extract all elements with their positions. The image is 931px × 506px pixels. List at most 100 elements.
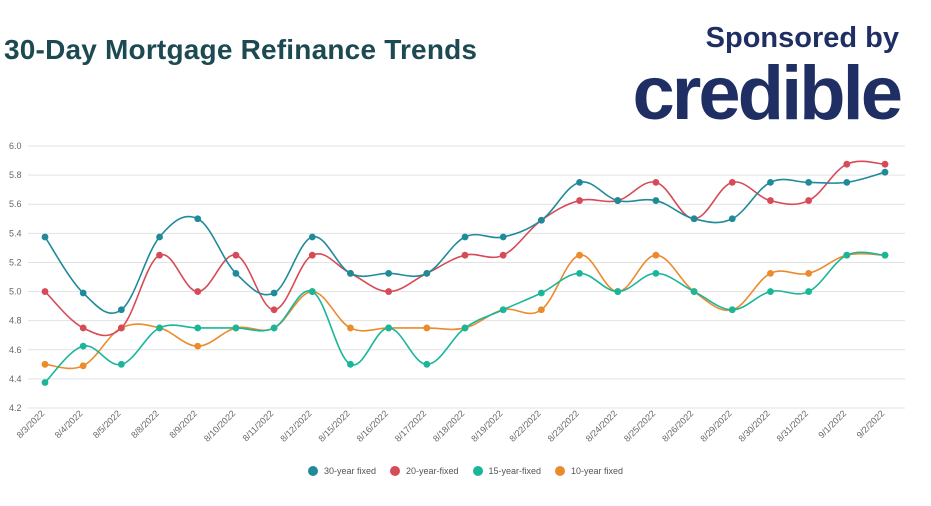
data-point[interactable] [79,342,87,350]
y-tick-label: 5.2 [9,257,22,267]
data-point[interactable] [194,288,202,295]
data-point[interactable] [347,269,354,277]
data-point[interactable] [614,197,622,204]
data-point[interactable] [232,251,240,259]
data-point[interactable] [41,233,49,241]
x-tick-label: 9/1/2022 [816,408,848,440]
data-point[interactable] [881,168,889,176]
data-point[interactable] [308,251,316,259]
x-tick-label: 8/11/2022 [241,408,276,443]
data-point[interactable] [423,324,431,332]
data-point[interactable] [843,160,851,168]
legend-item[interactable]: 20-year-fixed [389,466,459,476]
data-point[interactable] [385,269,393,277]
legend-item[interactable]: 30-year fixed [307,466,376,476]
data-point[interactable] [537,289,545,297]
data-point[interactable] [499,251,507,259]
x-tick-label: 8/23/2022 [546,408,581,443]
data-point[interactable] [499,233,507,241]
data-point[interactable] [308,233,316,241]
data-point[interactable] [41,379,49,386]
data-point[interactable] [385,288,393,295]
x-tick-label: 8/10/2022 [202,408,237,443]
data-point[interactable] [79,289,87,297]
data-point[interactable] [156,233,163,241]
data-point[interactable] [270,289,278,297]
data-point[interactable] [690,288,698,295]
data-point[interactable] [79,362,87,370]
x-tick-label: 8/12/2022 [278,408,313,443]
data-point[interactable] [41,360,49,368]
data-point[interactable] [117,360,125,368]
data-point[interactable] [576,178,583,186]
data-point[interactable] [347,324,354,332]
data-point[interactable] [117,306,125,314]
x-tick-label: 8/5/2022 [91,408,123,440]
data-point[interactable] [576,251,583,259]
data-point[interactable] [652,269,660,277]
data-point[interactable] [728,215,736,223]
data-point[interactable] [652,197,660,204]
y-tick-label: 4.4 [9,374,22,384]
data-point[interactable] [576,197,583,204]
data-point[interactable] [537,216,545,224]
data-point[interactable] [843,251,851,259]
data-point[interactable] [576,269,583,277]
legend-label: 30-year fixed [323,466,376,476]
legend-item[interactable]: 10-year fixed [555,466,623,476]
data-point[interactable] [728,306,736,314]
x-tick-label: 8/31/2022 [775,408,810,443]
x-tick-label: 8/9/2022 [167,408,199,440]
data-point[interactable] [805,288,813,295]
data-point[interactable] [805,178,813,186]
x-tick-label: 8/17/2022 [393,408,428,443]
data-point[interactable] [232,269,240,277]
data-point[interactable] [423,269,431,277]
data-point[interactable] [270,324,278,332]
data-point[interactable] [499,306,507,314]
legend-item[interactable]: 15-year-fixed [472,466,541,476]
data-point[interactable] [194,215,202,223]
data-point[interactable] [156,251,163,259]
data-point[interactable] [843,178,851,186]
data-point[interactable] [41,288,49,295]
data-point[interactable] [194,324,202,332]
data-point[interactable] [881,251,889,259]
data-point[interactable] [767,178,774,186]
data-point[interactable] [728,178,736,186]
legend-swatch [555,466,566,476]
data-point[interactable] [347,360,354,368]
y-axis-ticks: 6.0 5.8 5.6 5.4 5.2 5.0 4.8 4.6 4.4 4.2 [9,141,22,413]
data-point[interactable] [767,288,774,295]
x-tick-label: 8/3/2022 [15,408,47,440]
data-point[interactable] [232,324,240,332]
data-point[interactable] [881,160,889,168]
data-point[interactable] [79,324,87,332]
data-point[interactable] [805,269,813,277]
data-point[interactable] [423,360,431,368]
data-point[interactable] [767,269,774,277]
y-tick-label: 4.2 [9,403,22,413]
x-tick-label: 9/2/2022 [855,408,887,440]
sponsor-logo[interactable]: credible [632,51,903,136]
data-point[interactable] [461,233,469,241]
data-point[interactable] [117,324,125,332]
x-tick-label: 8/4/2022 [53,408,85,440]
data-point[interactable] [308,288,316,295]
data-point[interactable] [652,178,660,186]
data-point[interactable] [156,324,163,332]
data-point[interactable] [614,288,622,295]
data-point[interactable] [690,215,698,223]
chart-title: 30-Day Mortgage Refinance Trends [4,34,478,65]
data-point[interactable] [537,306,545,314]
data-point[interactable] [652,251,660,259]
data-point[interactable] [270,306,278,314]
data-point[interactable] [767,197,774,204]
legend-label: 10-year fixed [571,466,624,476]
data-point[interactable] [194,342,202,350]
data-point[interactable] [805,197,813,204]
data-point[interactable] [461,324,469,332]
data-point[interactable] [461,251,469,259]
data-point[interactable] [385,324,393,332]
